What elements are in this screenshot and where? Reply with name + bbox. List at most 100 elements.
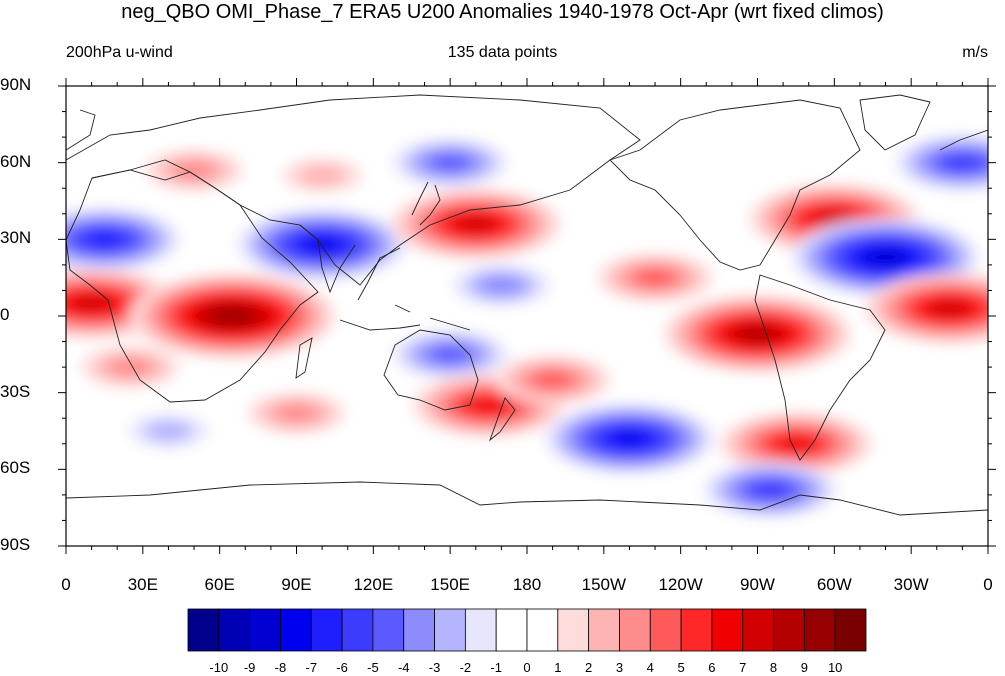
anomaly-contour-10-7 [817,211,852,226]
lon-label: 60W [816,575,852,594]
colorbar [187,608,867,652]
anomaly-contour-5-7 [458,216,493,232]
colorbar-label: -7 [305,660,318,675]
colorbar-swatch [711,608,744,652]
europe-coast [66,109,988,151]
colorbar-swatch [773,608,805,652]
colorbar-swatch [280,608,312,652]
colorbar-label: 3 [615,660,624,675]
lon-label: 30E [127,575,158,594]
anomaly-contour-16-6 [471,398,507,413]
anomaly-contour-12-8 [740,327,775,341]
colorbar-swatch [341,608,374,652]
colorbar-label: 10 [827,660,843,675]
colorbar-swatch [649,608,682,652]
anomaly-contour-18-7 [612,431,647,446]
anomaly-contour-0-7 [74,296,109,311]
anomaly-contour-9-5 [944,155,981,171]
axis-ticks [58,78,996,554]
colorbar-label: 0 [523,660,531,675]
lon-label: 0 [983,575,993,594]
colorbar-label: -9 [243,660,256,675]
eurasia-coast [66,94,641,286]
colorbar-swatch [680,608,713,652]
colorbar-label: 7 [739,660,747,675]
lon-label: 150E [430,575,471,594]
anomaly-contour-4-7 [305,237,340,252]
anomaly-contour-15-4 [430,346,470,363]
colorbar-label: 2 [585,660,593,675]
lon-label: 120E [353,575,394,594]
data-count-label: 135 data points [447,44,558,61]
colorbar-label: -4 [397,660,410,675]
field-label: 200hPa u-wind [66,44,173,61]
lat-label: 90N [0,75,32,94]
colorbar-swatch [372,608,405,652]
colorbar-swatch [588,608,620,652]
anomaly-contour-2-3 [109,358,152,377]
north-america-coast [609,99,861,271]
anomaly-contour-7-3 [173,161,216,180]
lat-label: 60N [0,151,32,171]
anomaly-contour-19-6 [778,436,814,452]
anomaly-contour-1-9 [216,309,249,323]
east-asia-coast [357,181,429,301]
india-coast [299,224,356,294]
plot-title: neg_QBO OMI_Phase_7 ERA5 U200 Anomalies … [121,1,884,23]
colorbar-label: 4 [646,660,654,675]
colorbar-swatch [218,608,251,652]
anomaly-contour-3-6 [86,232,122,247]
anomaly-contour-21-3 [275,404,318,423]
lon-label: 60E [204,575,235,594]
lon-label: 150W [581,575,627,594]
colorbar-swatch [803,608,836,652]
lat-label: 60S [0,458,31,478]
units-label: m/s [962,44,988,61]
colorbar-swatch [464,608,497,652]
japan-coast [419,184,441,226]
anomaly-contour-6-4 [430,154,470,171]
colorbar-swatch [495,608,528,652]
lat-label: 0 [0,305,10,324]
colorbar-label: -1 [490,660,502,675]
colorbar-label: 9 [800,660,808,675]
anomaly-field [66,134,988,518]
anomaly-contour-20-5 [752,482,789,498]
greenland-coast [859,94,931,151]
colorbar-swatch [834,608,867,652]
lon-label: 90W [740,575,775,594]
south-america-coast [754,274,886,461]
colorbar-label: -6 [336,660,348,675]
colorbar-label: 6 [708,660,716,675]
colorbar-label: -3 [428,660,441,675]
colorbar-swatch [310,608,343,652]
colorbar-label: -8 [274,660,287,675]
new-zealand-coast [489,397,516,442]
lon-label: 120W [658,575,703,594]
madagascar-coast [295,337,313,379]
anomaly-contour-14-3 [480,276,523,295]
lon-label: 0 [61,575,71,594]
anomaly-contour-23-2 [144,420,193,442]
antarctica-coast [66,481,988,516]
indonesia-coast [339,304,471,331]
lat-label: 90S [0,535,31,554]
colorbar-label: 1 [554,660,562,675]
coastlines [66,94,988,516]
colorbar-swatch [557,608,590,652]
australia-coast [383,329,479,411]
anomaly-contour-13-7 [932,301,967,316]
colorbar-swatch [619,608,651,652]
colorbar-swatch [434,608,466,652]
lon-label: 90E [281,575,312,594]
colorbar-swatch [403,608,435,652]
colorbar-swatch [526,608,559,652]
colorbar-label: 5 [677,660,685,675]
lon-label: 180 [512,575,542,594]
anomaly-contour-22-4 [635,269,675,286]
colorbar-label: -10 [209,660,229,675]
lat-label: 30N [0,228,32,248]
colorbar-swatch [187,608,220,652]
colorbar-swatch [249,608,281,652]
